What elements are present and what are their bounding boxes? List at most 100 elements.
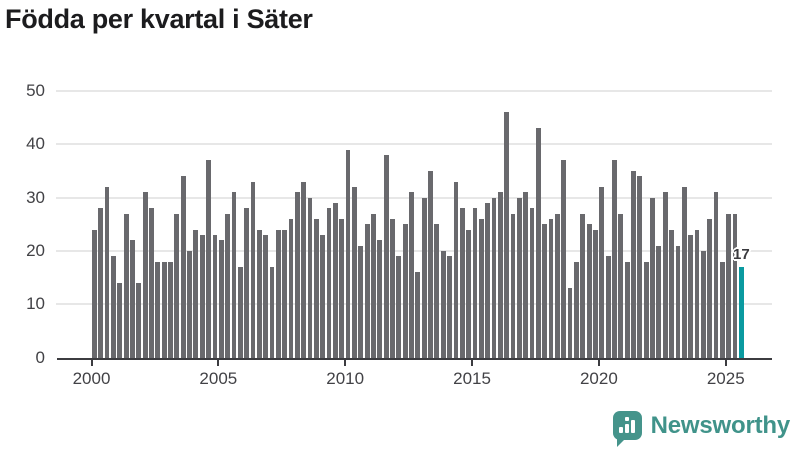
gridline [56, 143, 772, 146]
bar [307, 197, 313, 358]
bar [669, 229, 674, 358]
bar [421, 197, 427, 358]
bar [662, 192, 668, 358]
bar [688, 235, 693, 358]
x-axis-tick [724, 359, 727, 366]
x-axis-tick [90, 359, 93, 366]
bar [174, 213, 180, 358]
bar [535, 128, 541, 358]
speech-bubble-tail [616, 438, 626, 447]
bar [707, 219, 713, 358]
gridline [56, 196, 772, 199]
bar [643, 261, 649, 358]
bar [98, 208, 104, 358]
bar [548, 219, 554, 358]
bar [409, 192, 414, 358]
bar [180, 176, 186, 358]
bar [466, 229, 471, 358]
bar [193, 229, 199, 358]
y-axis-label: 30 [26, 187, 45, 207]
bar [719, 261, 725, 358]
bar [244, 208, 250, 358]
y-axis-label: 40 [26, 134, 45, 154]
bar [383, 155, 389, 358]
y-axis-label: 10 [26, 294, 45, 314]
bar [237, 267, 243, 358]
bar [504, 112, 510, 358]
bar [313, 219, 319, 358]
x-axis-label: 2020 [579, 368, 618, 388]
bar [92, 229, 97, 358]
x-axis-tick [344, 359, 347, 366]
bar [637, 176, 643, 358]
bar [491, 197, 497, 358]
bar [104, 187, 110, 358]
bar [586, 224, 592, 358]
bar [111, 256, 116, 358]
chart-title: Födda per kvartal i Säter [5, 4, 313, 34]
x-axis-label: 2000 [72, 368, 111, 388]
bar [390, 219, 395, 358]
bar [206, 160, 211, 358]
x-axis-tick [217, 359, 220, 366]
bar [726, 213, 732, 358]
bar [593, 229, 598, 358]
bar [694, 229, 700, 358]
bar [580, 213, 586, 358]
bar [371, 213, 376, 358]
bar [656, 245, 662, 358]
newsworthy-chart-bubble-icon [612, 411, 642, 447]
bar [624, 261, 630, 358]
bar [364, 224, 370, 358]
bar [352, 187, 357, 358]
gridline [56, 90, 772, 92]
bar [288, 219, 294, 358]
highlighted-bar [738, 267, 744, 358]
bar [161, 261, 167, 358]
bar [478, 219, 484, 358]
bar [282, 229, 288, 358]
gridline [56, 250, 772, 253]
bar [434, 224, 440, 358]
bar [574, 261, 579, 358]
y-axis-label: 0 [35, 347, 45, 367]
x-axis-label: 2015 [453, 368, 491, 388]
x-axis-tick [597, 359, 600, 366]
bar [675, 245, 681, 358]
bar [320, 235, 326, 358]
bar [700, 251, 706, 358]
x-axis-tick [471, 359, 474, 366]
bar [199, 235, 205, 358]
bar [497, 192, 503, 358]
x-axis-line [57, 357, 772, 360]
bar [275, 229, 281, 358]
bar [225, 213, 230, 358]
bar [650, 197, 655, 358]
bar [415, 272, 421, 358]
newsworthy-logo: Newsworthy [612, 411, 791, 447]
bar [447, 256, 452, 358]
bar [294, 192, 300, 358]
bar [301, 181, 307, 358]
highlight-value-label: 17 [732, 246, 750, 264]
bar [561, 160, 567, 358]
bar [440, 251, 446, 358]
bar [212, 235, 218, 358]
bar [326, 208, 332, 358]
newsworthy-wordmark: Newsworthy [650, 411, 791, 439]
bar [529, 208, 535, 358]
bar [269, 267, 275, 358]
bar [605, 256, 611, 358]
bar [187, 251, 192, 358]
bar [377, 240, 383, 358]
bar [618, 213, 624, 358]
bar [123, 213, 129, 358]
y-axis-label: 50 [26, 81, 45, 100]
bar [130, 240, 135, 358]
bar [250, 181, 256, 358]
bar [339, 219, 345, 358]
x-axis-label: 2005 [199, 368, 238, 388]
bar [149, 208, 154, 358]
